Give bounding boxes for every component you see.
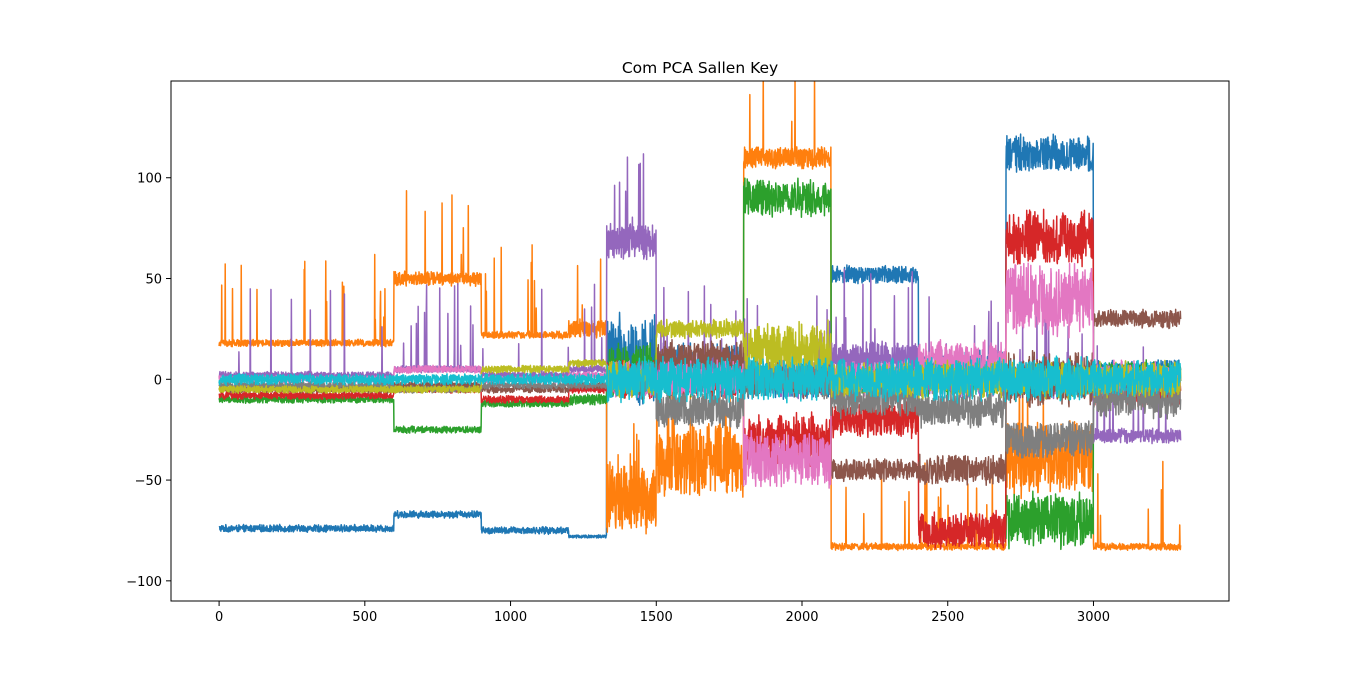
chart-title: Com PCA Sallen Key: [622, 59, 778, 77]
y-tick-label: −100: [126, 575, 162, 590]
plot-area-frame: [170, 80, 1230, 602]
x-tick-label: 1500: [640, 610, 673, 625]
x-tick-label: 2500: [931, 610, 964, 625]
y-tick-label: −50: [135, 474, 162, 489]
x-tick-label: 500: [352, 610, 377, 625]
x-tick-label: 3000: [1077, 610, 1110, 625]
x-tick-label: 0: [215, 610, 223, 625]
series-line-9: [218, 355, 1182, 404]
y-tick-label: 100: [137, 172, 162, 187]
y-tick-label: 50: [145, 273, 162, 288]
series-layer: [218, 81, 1182, 552]
y-axis: −100 −50 0 50 100: [126, 172, 171, 590]
x-tick-label: 1000: [494, 610, 527, 625]
x-axis: 0 500 1000 1500 2000 2500 3000: [215, 601, 1110, 625]
x-tick-label: 2000: [785, 610, 818, 625]
y-tick-label: 0: [154, 373, 162, 388]
